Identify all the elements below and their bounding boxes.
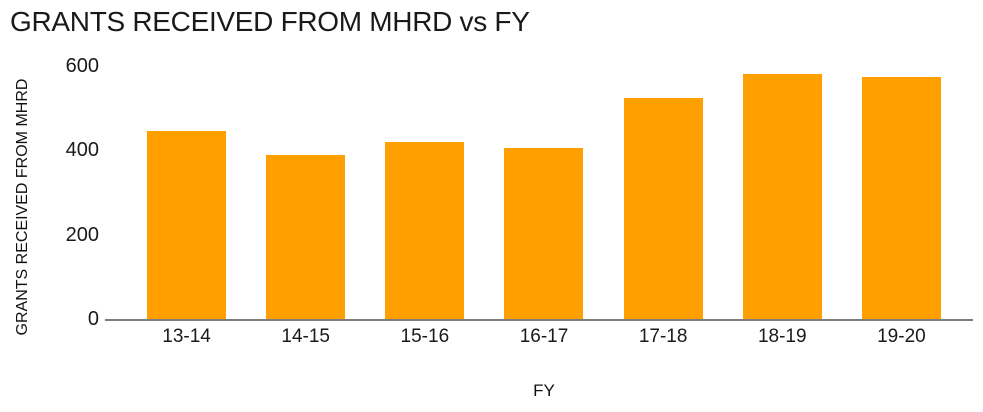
bar-slot	[365, 66, 484, 319]
bar-14-15	[266, 154, 346, 319]
bar-18-19	[742, 74, 822, 319]
plot-area	[105, 66, 973, 321]
bar-16-17	[504, 148, 584, 319]
x-tick-label: 15-16	[400, 326, 450, 347]
x-tick-label: 17-18	[638, 326, 688, 347]
x-tick-label: 13-14	[162, 326, 211, 347]
y-tick-label: 400	[65, 139, 99, 162]
bar-17-18	[623, 97, 703, 319]
bar-slot	[604, 66, 723, 319]
x-axis-title: FY	[533, 381, 555, 400]
bar-15-16	[385, 141, 465, 319]
bar-slot	[484, 66, 603, 319]
chart-title: GRANTS RECEIVED FROM MHRD vs FY	[10, 6, 530, 37]
y-axis-tick-labels: 0 200 400 600	[0, 56, 99, 329]
y-tick-label: 600	[65, 55, 99, 77]
x-tick-label: 14-15	[281, 326, 331, 347]
y-tick-label: 0	[87, 308, 99, 330]
bars-container	[127, 66, 961, 319]
bar-slot	[127, 66, 246, 319]
bar-slot	[723, 66, 842, 319]
x-tick-label: 18-19	[757, 326, 807, 347]
bar-19-20	[861, 76, 941, 319]
y-tick-label: 200	[65, 223, 99, 246]
bar-slot	[246, 66, 365, 319]
x-tick-label: 16-17	[519, 326, 569, 347]
x-tick-label: 19-20	[877, 326, 926, 347]
bar-13-14	[147, 131, 227, 319]
bar-slot	[842, 66, 961, 319]
x-axis-tick-labels: 13-14 14-15 15-16 16-17 17-18 18-19 19-20	[127, 326, 961, 348]
